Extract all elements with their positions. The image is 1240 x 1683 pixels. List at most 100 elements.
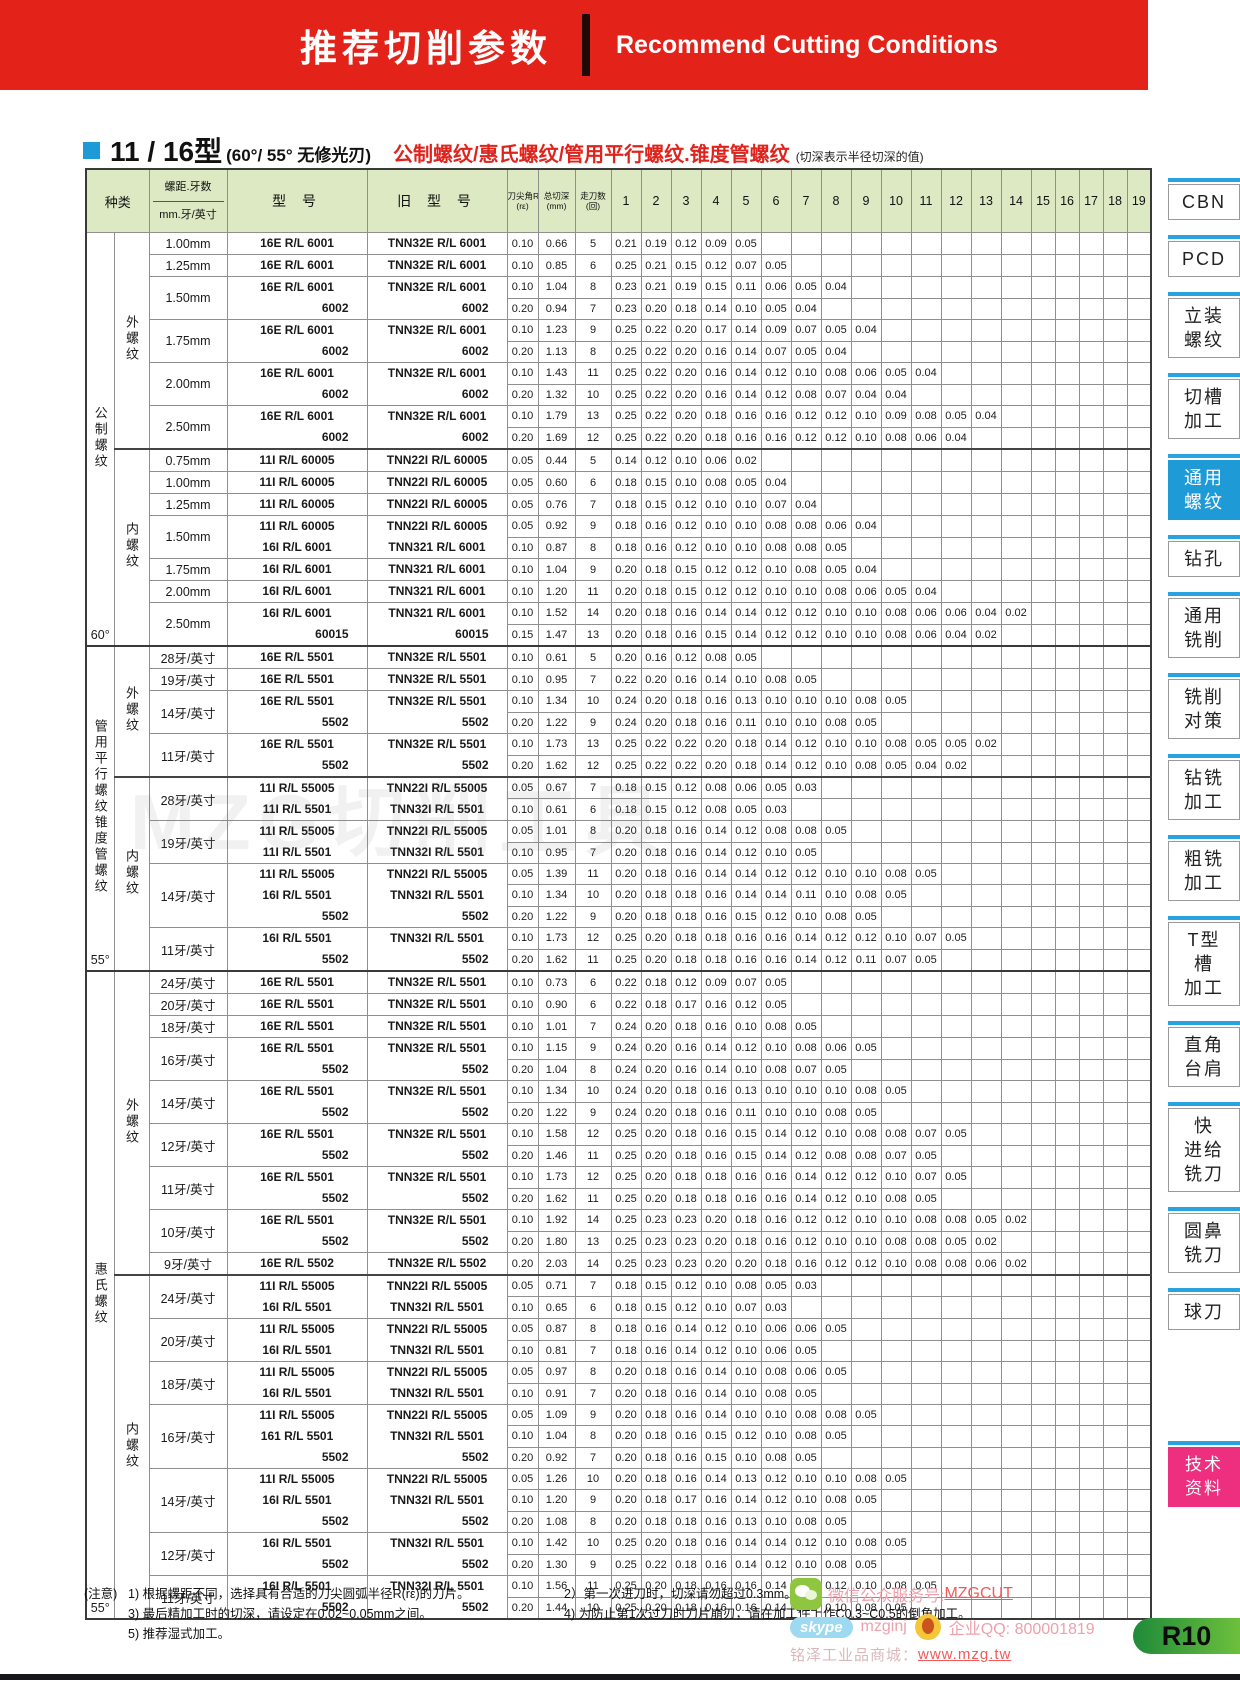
cut-cell: 0.10 — [820, 1123, 852, 1146]
sidebar-item-球刀[interactable]: 球刀 — [1168, 1288, 1240, 1330]
sidebar-item-CBN[interactable]: CBN — [1168, 178, 1240, 220]
sidebar-item-label: PCD — [1168, 241, 1240, 277]
sidebar-item-钻孔[interactable]: 钻孔 — [1168, 535, 1240, 577]
cut-cell: 0.08 — [760, 1361, 792, 1384]
sidebar-item-铣削对策[interactable]: 铣削 对策 — [1168, 673, 1240, 739]
cut-cell: 0.04 — [850, 383, 882, 406]
cut-cell: 0.13 — [730, 1467, 762, 1491]
cut-cell: 0.12 — [790, 862, 822, 886]
cut-cell — [970, 297, 1002, 320]
cut-cell: 0.10 — [760, 690, 792, 713]
cut-cell: 0.15 — [700, 1446, 732, 1470]
table-row: 14牙/英寸 16E R/L 5501 5502 TNN32E R/L 5501 550… — [86, 690, 1152, 734]
old-model-number: TNN22I R/L 55005 — [386, 781, 488, 795]
cut-cell: 0.16 — [670, 841, 702, 864]
wechat-account-link[interactable]: MZGCUT — [944, 1585, 1013, 1602]
cut-cell: 0.16 — [640, 645, 672, 669]
sidebar-item-立装螺纹[interactable]: 立装 螺纹 — [1168, 292, 1240, 358]
cut-cell: 0.02 — [730, 448, 762, 472]
cut-cell — [1000, 776, 1032, 800]
sidebar-item-通用螺纹[interactable]: 通用 螺纹 — [1168, 454, 1240, 520]
depth-cell: 0.95 — [537, 668, 576, 691]
cut-cell — [1126, 1058, 1152, 1081]
sidebar-item-钻铣加工[interactable]: 钻铣 加工 — [1168, 754, 1240, 820]
old-model-number: TNN22I R/L 55005 — [386, 824, 488, 838]
cut-cell — [910, 1489, 942, 1512]
cut-cell — [1000, 1489, 1032, 1512]
cut-cell — [1102, 405, 1128, 428]
cut-cell — [850, 1382, 882, 1405]
header-pass-19: 19 — [1126, 168, 1152, 233]
model-number: 5502 — [321, 715, 349, 729]
cut-cell — [1126, 383, 1152, 406]
depth-cell: 1.01 — [537, 820, 576, 843]
cut-cell — [970, 993, 1002, 1016]
cut-cell: 0.18 — [670, 1166, 702, 1189]
cut-cell — [1054, 1037, 1080, 1060]
cut-cell — [1000, 536, 1032, 559]
old-model-cell: TNN32E R/L 6001 6002 — [366, 362, 508, 406]
sidebar-item-切槽加工[interactable]: 切槽 加工 — [1168, 373, 1240, 439]
cut-cell — [910, 254, 942, 277]
sidebar-item-T型槽加工[interactable]: T型槽加工 — [1168, 916, 1240, 1006]
cut-cell: 0.25 — [610, 1123, 642, 1146]
nose-r-cell: 0.10 — [506, 1339, 539, 1362]
sidebar-item-直角台肩[interactable]: 直角 台肩 — [1168, 1021, 1240, 1087]
cut-cell — [940, 820, 972, 843]
mall-url-link[interactable]: www.mzg.tw — [918, 1646, 1012, 1663]
cut-cell: 0.20 — [610, 558, 642, 581]
cut-cell — [1126, 841, 1152, 864]
passes-cell: 13 — [574, 733, 612, 756]
cut-cell: 0.12 — [670, 1274, 702, 1298]
cut-cell: 0.14 — [730, 340, 762, 363]
pitch-cell: 2.00mm — [148, 580, 228, 603]
model-cell: 11I R/L 55005 161 R/L 5501 5502 — [226, 1404, 368, 1469]
old-model-cell: TNN22I R/L 55005 TNN32I R/L 5501 5502 — [366, 1404, 508, 1469]
sidebar-item-圆鼻铣刀[interactable]: 圆鼻 铣刀 — [1168, 1207, 1240, 1273]
nose-r-cell: 0.10 — [506, 1489, 539, 1512]
old-model-number: TNN32E R/L 5501 — [387, 975, 487, 989]
subsection-cell: 外螺纹 — [113, 232, 150, 450]
cut-cell: 0.14 — [670, 1318, 702, 1341]
cut-cell: 0.10 — [850, 1187, 882, 1210]
table-row: 19牙/英寸 11I R/L 55005 11I R/L 5501 TNN22I R/… — [86, 820, 1152, 864]
cut-cell — [1126, 776, 1152, 800]
cut-cell: 0.02 — [1000, 602, 1032, 625]
cut-cell — [1000, 1446, 1032, 1470]
cut-cell — [910, 1553, 942, 1576]
cut-cell: 0.15 — [640, 471, 672, 494]
cut-cell: 0.10 — [730, 1058, 762, 1081]
cut-cell: 0.12 — [670, 970, 702, 994]
cut-cell: 0.16 — [670, 820, 702, 843]
depth-cell: 1.04 — [537, 1058, 576, 1081]
cut-cell — [1102, 1467, 1128, 1491]
cut-cell: 0.20 — [640, 690, 672, 713]
old-model-number: TNN22I R/L 55005 — [386, 1472, 488, 1486]
model-number: 16I R/L 5501 — [262, 1300, 332, 1314]
cut-cell — [1078, 405, 1104, 428]
sidebar-item-粗铣加工[interactable]: 粗铣 加工 — [1168, 835, 1240, 901]
sidebar-item-通用铣削[interactable]: 通用 铣削 — [1168, 592, 1240, 658]
depth-cell: 0.92 — [537, 515, 576, 538]
model-number: 11I R/L 55005 — [259, 1365, 335, 1379]
nose-r-cell: 0.10 — [506, 1037, 539, 1060]
cut-cell: 0.18 — [670, 1144, 702, 1167]
cut-cell: 0.15 — [730, 1144, 762, 1167]
cut-cell: 0.05 — [910, 1187, 942, 1210]
cut-cell — [1126, 1361, 1152, 1384]
cut-cell: 0.14 — [700, 1403, 732, 1427]
model-cell: 11I R/L 60005 16I R/L 6001 — [226, 515, 368, 559]
cut-cell — [970, 1123, 1002, 1146]
cut-cell — [880, 1339, 912, 1362]
cut-cell: 0.07 — [760, 493, 792, 516]
sidebar-item-快进给铣刀[interactable]: 快进给 铣刀 — [1168, 1102, 1240, 1192]
sidebar-item-PCD[interactable]: PCD — [1168, 235, 1240, 277]
skype-icon: skype — [790, 1616, 853, 1638]
cut-cell — [1030, 1553, 1056, 1576]
header-pass-16: 16 — [1054, 168, 1080, 233]
table-row: 0.10 0.65 6 0.18 0.15 0.12 0.10 0.07 0.03 — [86, 1296, 1152, 1319]
cut-cell — [880, 905, 912, 929]
cut-cell: 0.18 — [670, 1123, 702, 1146]
cut-cell: 0.08 — [850, 1080, 882, 1103]
model-number: 11I R/L 60005 — [259, 519, 335, 533]
